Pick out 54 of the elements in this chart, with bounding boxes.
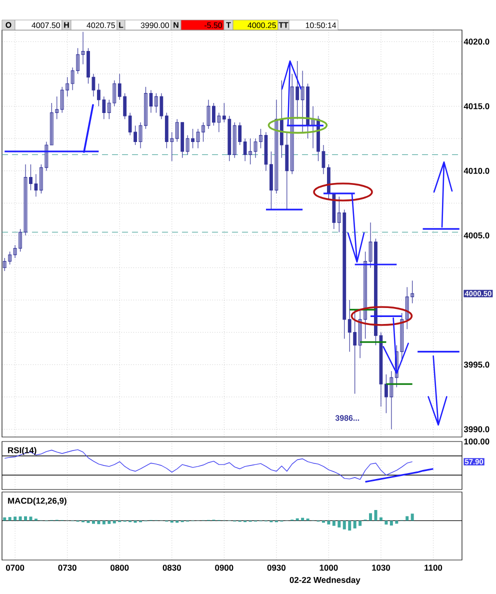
bar — [3, 517, 6, 521]
bar — [92, 520, 95, 524]
bar — [18, 516, 22, 521]
bar — [410, 514, 414, 521]
candlestick — [29, 164, 32, 191]
bar — [29, 516, 32, 521]
x-tick-label: 0700 — [6, 564, 24, 571]
x-tick-label: 1100 — [424, 564, 442, 571]
y-tick-label: 4020.0 — [464, 38, 490, 45]
x-tick-label: 0830 — [162, 564, 181, 571]
bar — [102, 520, 106, 524]
y-tick-label: 4015.0 — [464, 103, 490, 110]
x-tick-label: 1000 — [320, 564, 338, 571]
chart-title: MACD(12,26,9) — [8, 498, 66, 506]
x-tick-label: 0730 — [58, 564, 76, 571]
bar — [24, 516, 28, 521]
bar — [395, 520, 398, 524]
x-tick-label: 0800 — [110, 564, 129, 571]
bar — [14, 516, 17, 521]
bar — [112, 520, 116, 524]
bar — [390, 520, 393, 526]
candlestick — [81, 32, 85, 65]
y-tick-label: 4005.0 — [464, 232, 490, 238]
y-tick-label: 100.00 — [464, 438, 490, 444]
y-tick-label: 3995.0 — [464, 362, 490, 368]
candlestick — [368, 222, 372, 268]
bar — [108, 520, 111, 524]
bar — [348, 520, 352, 531]
bar — [374, 510, 378, 521]
bar — [384, 520, 388, 525]
x-tick-label: 0930 — [267, 564, 286, 571]
candlestick — [34, 174, 38, 197]
bar — [358, 520, 362, 526]
candlestick — [332, 193, 336, 230]
bar — [332, 520, 336, 526]
y-tick-label: 3990.0 — [464, 426, 490, 432]
x-tick-label: 1030 — [372, 564, 390, 571]
bar — [327, 520, 330, 524]
candlestick — [311, 106, 315, 149]
bar — [97, 520, 100, 524]
bar — [369, 513, 372, 521]
x-tick-label: 0900 — [215, 564, 234, 571]
text: RSI(14) — [8, 447, 36, 455]
bar — [8, 517, 12, 521]
candlestick — [254, 138, 258, 158]
bar — [379, 517, 382, 521]
x-axis-title: 02-22 Wednesday — [290, 576, 360, 585]
bar — [338, 520, 341, 528]
y-tick-label: 4010.0 — [464, 168, 490, 174]
candlestick — [196, 128, 200, 149]
bar — [406, 516, 409, 521]
candlestick — [138, 122, 142, 149]
bar — [353, 520, 356, 528]
bar — [342, 520, 346, 530]
